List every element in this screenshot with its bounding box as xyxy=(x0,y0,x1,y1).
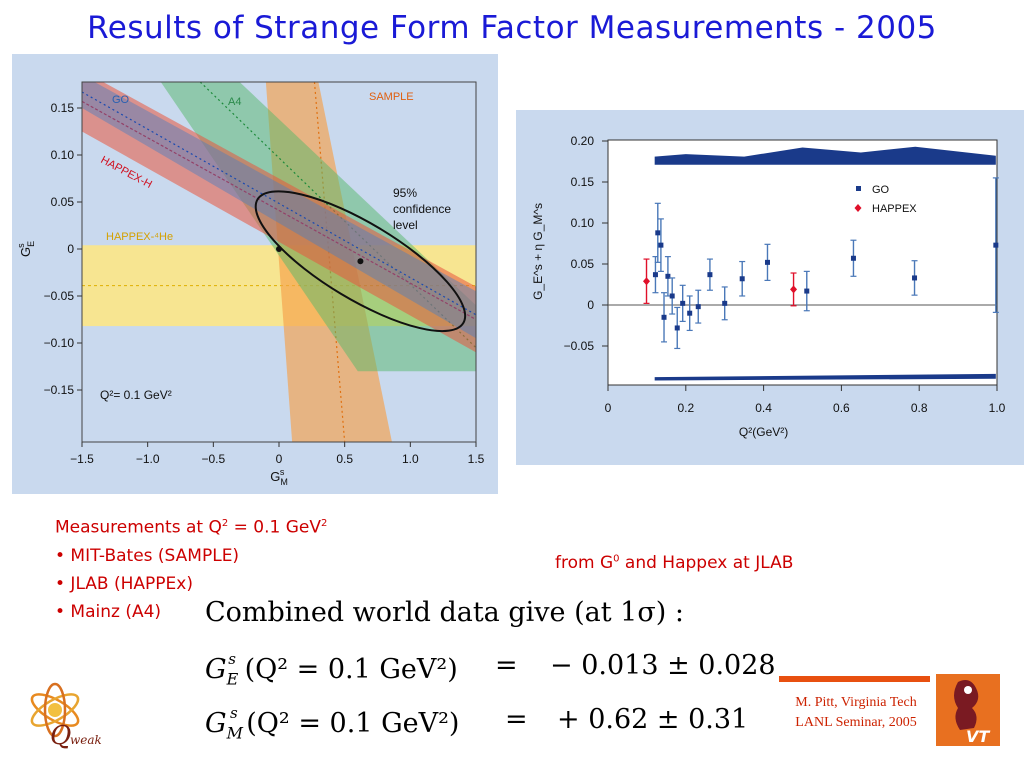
x-axis-label: GMs xyxy=(270,467,288,487)
happex-point xyxy=(790,285,798,294)
go-point xyxy=(655,230,661,236)
notes-header: Measurements at Q2 = 0.1 GeV2 xyxy=(55,517,328,538)
x-tick-label: 0.8 xyxy=(911,401,928,415)
gm-result: GMs (Q² = 0.1 GeV²) = + 0.62 ± 0.31 xyxy=(205,704,749,743)
band-happex-h xyxy=(82,82,476,353)
y-tick-label: −0.15 xyxy=(44,383,75,397)
x-tick-label: 0.4 xyxy=(755,401,772,415)
confidence-label: level xyxy=(393,218,418,232)
y-tick-label: 0 xyxy=(67,242,74,256)
go-point xyxy=(680,300,686,306)
x-tick-label: 1.0 xyxy=(989,401,1006,415)
page-title: Results of Strange Form Factor Measureme… xyxy=(87,10,937,46)
credit-author: M. Pitt, Virginia Tech xyxy=(795,695,917,710)
q2-label: Q²= 0.1 GeV² xyxy=(100,388,172,402)
go-point xyxy=(669,293,675,299)
go-point xyxy=(695,304,701,310)
qweak-logo: Q weak xyxy=(30,682,102,751)
y-tick-label: −0.05 xyxy=(564,339,595,353)
svg-text:VT: VT xyxy=(966,727,990,746)
ge-result: GEs (Q² = 0.1 GeV²) = − 0.013 ± 0.028 xyxy=(205,650,776,689)
svg-text:weak: weak xyxy=(70,733,102,747)
x-tick-label: −1.0 xyxy=(136,452,160,466)
go-point xyxy=(658,242,664,248)
legend-happex-marker xyxy=(854,204,862,212)
go-point xyxy=(739,276,745,282)
band-go-center xyxy=(82,91,476,316)
credit: M. Pitt, Virginia Tech LANL Seminar, 200… xyxy=(776,693,936,733)
x-tick-label: −1.5 xyxy=(70,452,94,466)
plot-area xyxy=(607,139,998,386)
go-point xyxy=(652,272,658,278)
confidence-label: 95% xyxy=(393,186,417,200)
go-point xyxy=(674,325,680,331)
credit-divider xyxy=(779,676,930,682)
band-happex-h-center xyxy=(82,100,476,321)
go-point xyxy=(850,255,856,261)
confidence-ellipse xyxy=(254,190,467,333)
gegm-chart: −1.5 −1.0 −0.5 0 0.5 1.0 1.5 0.15 0.10 0.05 0 −0.05… xyxy=(12,54,498,494)
x-tick-label: 0 xyxy=(276,452,283,466)
note-item-a4: • Mainz (A4) xyxy=(55,601,162,622)
x-tick-label: 1.5 xyxy=(468,452,485,466)
go-point xyxy=(993,242,999,248)
x-tick-label: 0 xyxy=(605,401,612,415)
x-tick-label: 0.5 xyxy=(336,452,353,466)
go-point xyxy=(707,272,713,278)
label-go: GO xyxy=(112,94,130,106)
go-point xyxy=(661,314,667,320)
systematic-band-bottom xyxy=(654,373,996,381)
combined-label: Combined world data give (at 1σ) : xyxy=(205,597,684,628)
note-item-happex: • JLAB (HAPPEx) xyxy=(55,573,193,594)
y-axis-label: GEs xyxy=(16,241,36,257)
data-point xyxy=(357,258,364,265)
go-point xyxy=(764,259,770,265)
y-tick-label: 0.20 xyxy=(571,134,595,148)
confidence-label: confidence xyxy=(393,202,451,216)
vt-logo: VT xyxy=(936,674,1000,746)
credit-venue: LANL Seminar, 2005 xyxy=(795,715,917,730)
x-axis-label: Q²(GeV²) xyxy=(739,425,788,439)
y-tick-label: 0.10 xyxy=(51,148,75,162)
svg-text:Q: Q xyxy=(50,721,71,751)
x-tick-label: 0.6 xyxy=(833,401,850,415)
x-tick-label: 1.0 xyxy=(402,452,419,466)
y-tick-label: −0.10 xyxy=(44,336,75,350)
note-item-sample: • MIT-Bates (SAMPLE) xyxy=(55,545,240,566)
legend-happex-label: HAPPEX xyxy=(872,203,917,215)
x-tick-label: 0.2 xyxy=(677,401,694,415)
systematic-band-top xyxy=(654,146,996,165)
y-tick-label: 0.15 xyxy=(51,101,75,115)
y-tick-label: 0.05 xyxy=(571,257,595,271)
go-point xyxy=(912,275,918,281)
label-happex-he: HAPPEX-⁴He xyxy=(106,231,173,243)
go-point xyxy=(687,310,693,316)
measurement-notes: Measurements at Q2 = 0.1 GeV2 • MIT-Bate… xyxy=(55,510,327,626)
q2-chart: GO HAPPEX 0 0.2 0.4 0.6 0.8 1.0 0.20 0.15 0.10 0.05… xyxy=(516,110,1024,465)
y-tick-label: 0 xyxy=(587,298,594,312)
label-a4: A4 xyxy=(228,96,241,108)
x-tick-label: −0.5 xyxy=(201,452,225,466)
y-tick-label: 0.05 xyxy=(51,195,75,209)
data-point xyxy=(276,246,282,252)
y-tick-label: 0.10 xyxy=(571,216,595,230)
go-point xyxy=(804,288,810,294)
legend-go-marker xyxy=(856,186,861,191)
label-sample: SAMPLE xyxy=(369,91,414,103)
y-tick-label: 0.15 xyxy=(571,175,595,189)
y-axis-label: G_E^s + η G_M^s xyxy=(531,203,545,300)
go-point xyxy=(722,300,728,306)
go-point xyxy=(665,273,671,279)
happex-point xyxy=(643,277,651,286)
legend-go-label: GO xyxy=(872,184,890,196)
y-tick-label: −0.05 xyxy=(44,289,75,303)
source-note: from G0 and Happex at JLAB xyxy=(555,553,794,573)
band-go xyxy=(82,82,476,339)
